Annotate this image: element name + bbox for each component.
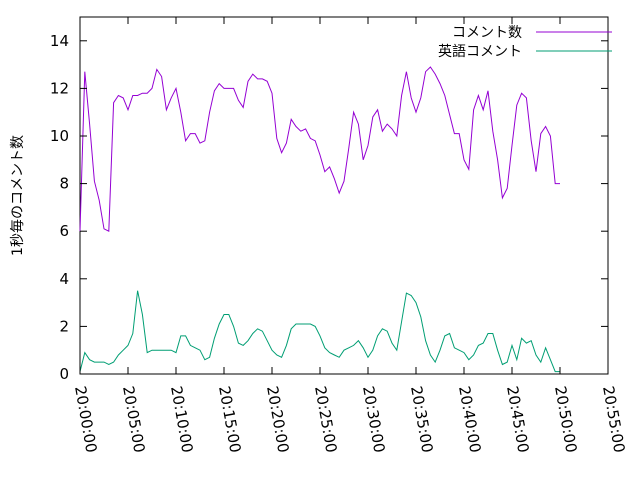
y-tick-label: 2 bbox=[59, 317, 69, 335]
y-tick-label: 4 bbox=[59, 270, 69, 288]
x-tick-label: 20:55:00 bbox=[599, 385, 628, 454]
y-tick-label: 0 bbox=[59, 365, 69, 383]
x-tick-label: 20:25:00 bbox=[311, 385, 340, 454]
y-axis-title: 1秒毎のコメント数 bbox=[10, 135, 26, 256]
x-tick-label: 20:05:00 bbox=[119, 385, 148, 454]
legend-label: コメント数 bbox=[452, 25, 522, 41]
x-tick-label: 20:30:00 bbox=[359, 385, 388, 454]
x-axis: 20:00:00 20:05:00 20:10:00 20:15:00 20:20:00… bbox=[71, 17, 628, 454]
y-tick-label: 6 bbox=[59, 222, 69, 240]
x-tick-label: 20:45:00 bbox=[503, 385, 532, 454]
x-tick-label: 20:40:00 bbox=[455, 385, 484, 454]
x-tick-label: 20:10:00 bbox=[167, 385, 196, 454]
y-tick-label: 8 bbox=[59, 175, 69, 193]
y-tick-label: 10 bbox=[50, 127, 69, 145]
x-tick-label: 20:20:00 bbox=[263, 385, 292, 454]
legend-label: 英語コメント bbox=[438, 43, 522, 60]
series-line-2 bbox=[79, 290, 560, 373]
series-layer bbox=[79, 66, 560, 373]
plot-border bbox=[79, 16, 609, 375]
x-tick-label: 20:35:00 bbox=[407, 385, 436, 454]
x-tick-label: 20:00:00 bbox=[71, 385, 100, 454]
x-tick-label: 20:50:00 bbox=[551, 385, 580, 454]
series-line-1 bbox=[79, 66, 560, 232]
x-tick-label: 20:15:00 bbox=[215, 385, 244, 454]
plot-area bbox=[79, 16, 609, 375]
y-tick-label: 12 bbox=[50, 79, 69, 97]
y-axis: 0 2 4 6 8 10 12 14 bbox=[50, 32, 608, 383]
y-tick-label: 14 bbox=[50, 32, 69, 50]
